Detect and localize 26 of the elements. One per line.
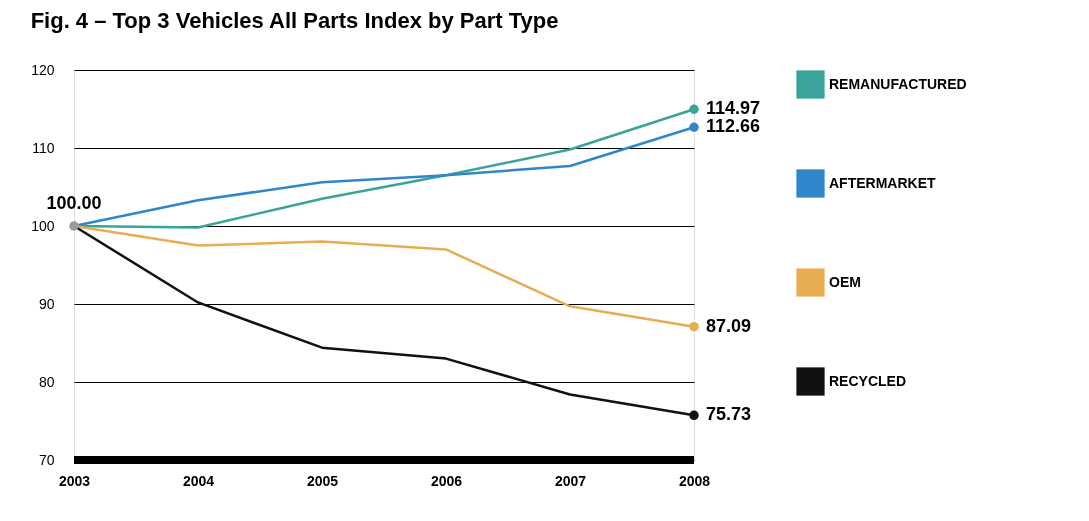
chart-title: Fig. 4 – Top 3 Vehicles All Parts Index by Part Type [30,8,559,33]
y-tick-label: 110 [32,139,55,156]
x-tick-label: 2008 [678,472,711,489]
y-tick-label: 90 [38,295,55,312]
legend-label: AFTERMARKET [829,174,936,191]
y-tick-label: 70 [38,451,55,468]
legend-label: OEM [829,273,861,290]
legend-label: REMANUFACTURED [829,75,967,92]
x-tick-label: 2004 [182,472,215,489]
data-label: 114.97 [706,98,761,119]
data-label: 75.73 [706,404,752,425]
data-label: 87.09 [706,315,752,336]
point [689,410,699,421]
point [689,104,699,114]
x-tick-label: 2006 [430,472,463,489]
y-tick-label: 100 [31,217,55,234]
data-label: 112.66 [706,116,761,137]
data-label: 100.00 [46,193,102,213]
x-tick-label: 2007 [554,472,587,489]
y-tick-label: 80 [38,373,55,390]
x-tick-label: 2003 [58,472,91,489]
y-tick-label: 120 [31,61,55,78]
point [689,122,699,132]
point [689,321,699,332]
x-tick-label: 2005 [306,472,339,489]
legend-label: RECYCLED [829,372,907,389]
